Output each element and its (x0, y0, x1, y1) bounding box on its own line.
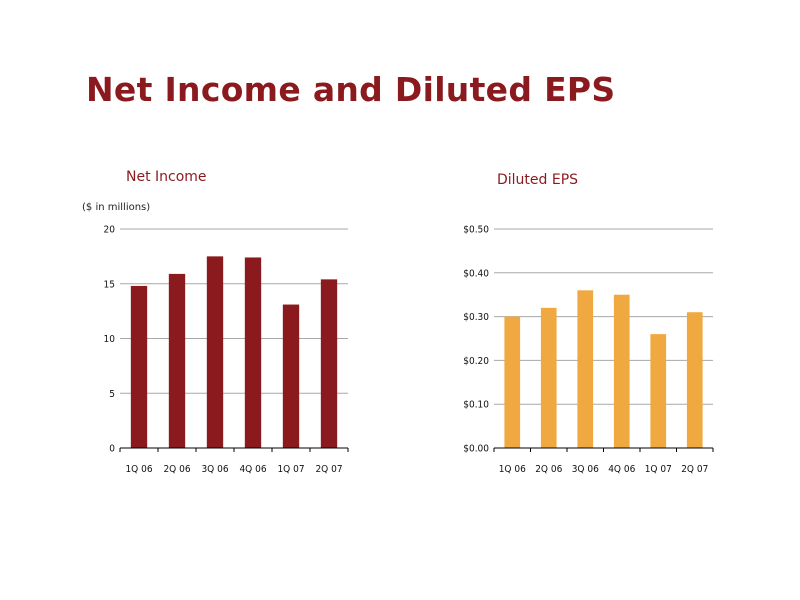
diluted-eps-bar (686, 312, 703, 448)
diluted-eps-y-tick-label: $0.50 (463, 225, 489, 236)
net-income-units-label: ($ in millions) (82, 202, 151, 213)
diluted-eps-y-tick-label: $0.10 (463, 400, 489, 411)
diluted-eps-bar (577, 290, 594, 448)
diluted-eps-category-label: 3Q 06 (572, 464, 599, 475)
diluted-eps-category-label: 4Q 06 (608, 464, 635, 475)
diluted-eps-y-tick-label: $0.00 (463, 444, 489, 455)
net-income-category-label: 4Q 06 (239, 464, 266, 475)
net-income-bar (244, 257, 262, 448)
net-income-category-label: 3Q 06 (201, 464, 228, 475)
diluted-eps-bar (504, 316, 521, 448)
diluted-eps-chart-title: Diluted EPS (497, 172, 579, 188)
net-income-y-tick-label: 0 (109, 444, 115, 455)
diluted-eps-category-label: 2Q 07 (681, 464, 708, 475)
net-income-y-tick-label: 15 (104, 279, 115, 290)
net-income-category-label: 2Q 06 (163, 464, 190, 475)
net-income-y-tick-label: 5 (109, 389, 115, 400)
diluted-eps-bar (540, 307, 557, 448)
page-title: Net Income and Diluted EPS (86, 70, 616, 109)
diluted-eps-y-tick-label: $0.40 (463, 268, 489, 279)
diluted-eps-category-label: 1Q 06 (499, 464, 526, 475)
net-income-category-label: 1Q 07 (277, 464, 304, 475)
diluted-eps-bar (613, 294, 630, 448)
net-income-bar (130, 285, 148, 448)
net-income-bar (282, 304, 300, 448)
diluted-eps-y-tick-label: $0.30 (463, 312, 489, 323)
net-income-y-tick-label: 10 (104, 334, 116, 345)
diluted-eps-category-label: 2Q 06 (535, 464, 562, 475)
diluted-eps-bar (650, 334, 667, 448)
net-income-bar (206, 256, 224, 448)
net-income-bar (320, 279, 338, 448)
net-income-category-label: 1Q 06 (125, 464, 152, 475)
net-income-chart-title: Net Income (126, 169, 207, 185)
net-income-category-label: 2Q 07 (315, 464, 342, 475)
net-income-bar (168, 273, 186, 448)
diluted-eps-y-tick-label: $0.20 (463, 356, 489, 367)
net-income-y-tick-label: 20 (104, 225, 116, 236)
diluted-eps-category-label: 1Q 07 (645, 464, 672, 475)
